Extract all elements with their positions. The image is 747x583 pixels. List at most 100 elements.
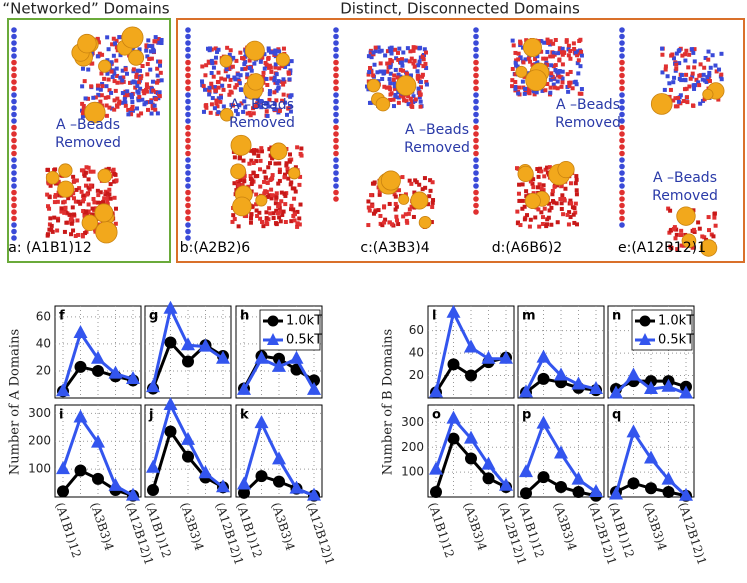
bead: [424, 79, 429, 84]
bead: [226, 74, 231, 79]
chain-bead: [619, 92, 625, 98]
chain-bead: [333, 150, 339, 157]
bead: [393, 194, 398, 199]
bead: [409, 56, 414, 61]
bead: [399, 57, 404, 62]
bead: [428, 188, 433, 193]
bead: [539, 39, 544, 44]
bead: [572, 46, 577, 51]
bead: [513, 72, 518, 77]
left-title: “Networked” Domains: [2, 0, 169, 18]
bead: [255, 214, 260, 219]
bead: [206, 59, 211, 64]
chain-bead: [619, 79, 625, 85]
sphere: [246, 73, 265, 91]
bead: [227, 92, 232, 97]
bead: [404, 218, 409, 223]
bead: [694, 77, 699, 82]
bead: [516, 51, 521, 56]
bead: [418, 99, 423, 104]
sphere: [232, 196, 252, 217]
chain-bead: [619, 150, 625, 157]
bead: [366, 199, 371, 204]
chain-bead: [619, 163, 625, 170]
bead: [546, 215, 551, 220]
chain-bead: [11, 228, 17, 235]
chain-bead: [473, 131, 479, 137]
bead: [242, 213, 247, 218]
bead: [104, 84, 109, 89]
chain-bead: [185, 189, 191, 196]
bead: [155, 73, 160, 78]
bead: [271, 216, 276, 221]
bead: [541, 56, 546, 61]
bead: [401, 95, 406, 100]
panel-label: d:(A6B6)2: [492, 240, 562, 256]
sphere: [230, 134, 252, 156]
chain-bead: [333, 66, 339, 72]
bead: [95, 36, 100, 41]
bead: [417, 95, 422, 100]
bead: [151, 88, 156, 93]
bead: [510, 66, 515, 71]
marker: [181, 337, 195, 351]
sphere: [515, 65, 528, 78]
bead-renderings: [11, 26, 725, 257]
bead: [573, 210, 578, 215]
bead: [281, 82, 286, 87]
bead: [56, 179, 61, 184]
bead: [420, 187, 425, 192]
bead: [138, 68, 143, 73]
bead: [684, 95, 689, 100]
bead: [50, 229, 55, 234]
bead: [289, 59, 294, 64]
bead: [99, 93, 104, 98]
chain-bead: [333, 118, 339, 124]
bead: [118, 53, 123, 58]
bead: [115, 73, 120, 78]
bead: [66, 196, 71, 201]
bead: [559, 201, 564, 206]
bead: [557, 46, 562, 51]
bead: [146, 107, 151, 112]
bead: [393, 86, 398, 91]
bead: [138, 86, 143, 91]
bead: [211, 65, 216, 70]
marker: [272, 451, 286, 465]
bead: [247, 161, 252, 166]
bead: [247, 58, 252, 63]
bead: [553, 37, 558, 42]
bead: [120, 78, 125, 83]
panel-note: A –Beads: [230, 97, 294, 113]
bead: [129, 112, 134, 117]
bead: [210, 61, 215, 66]
bead: [156, 40, 161, 45]
bead: [408, 49, 413, 54]
bead: [292, 196, 297, 201]
bead: [254, 208, 259, 213]
bead: [389, 59, 394, 64]
chain-bead: [619, 196, 625, 202]
bead: [107, 88, 112, 93]
sphere: [45, 170, 60, 185]
bead: [679, 243, 684, 248]
bead: [701, 72, 706, 77]
bead: [707, 78, 712, 83]
bead: [555, 86, 560, 91]
marker: [626, 367, 641, 381]
bead: [269, 69, 274, 74]
bead: [568, 181, 573, 186]
marker: [661, 378, 676, 392]
bead: [522, 217, 527, 222]
bead: [409, 103, 414, 108]
bead: [276, 181, 281, 186]
bead: [267, 92, 272, 97]
sphere: [375, 96, 391, 112]
bead: [236, 224, 241, 229]
bead: [555, 220, 560, 225]
bead: [411, 48, 416, 53]
bead: [547, 201, 552, 206]
chain-bead: [619, 170, 625, 176]
bead: [121, 75, 126, 80]
